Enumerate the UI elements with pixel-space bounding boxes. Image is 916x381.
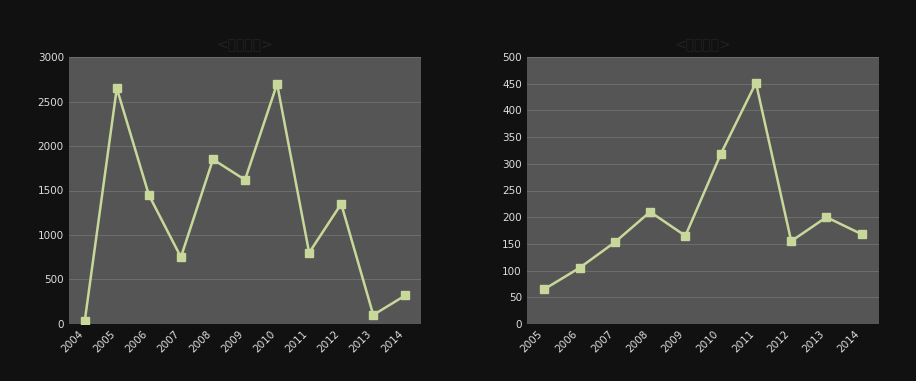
Title: <줄기세포>: <줄기세포> bbox=[217, 38, 273, 52]
Title: <발암물질>: <발암물질> bbox=[675, 38, 731, 52]
